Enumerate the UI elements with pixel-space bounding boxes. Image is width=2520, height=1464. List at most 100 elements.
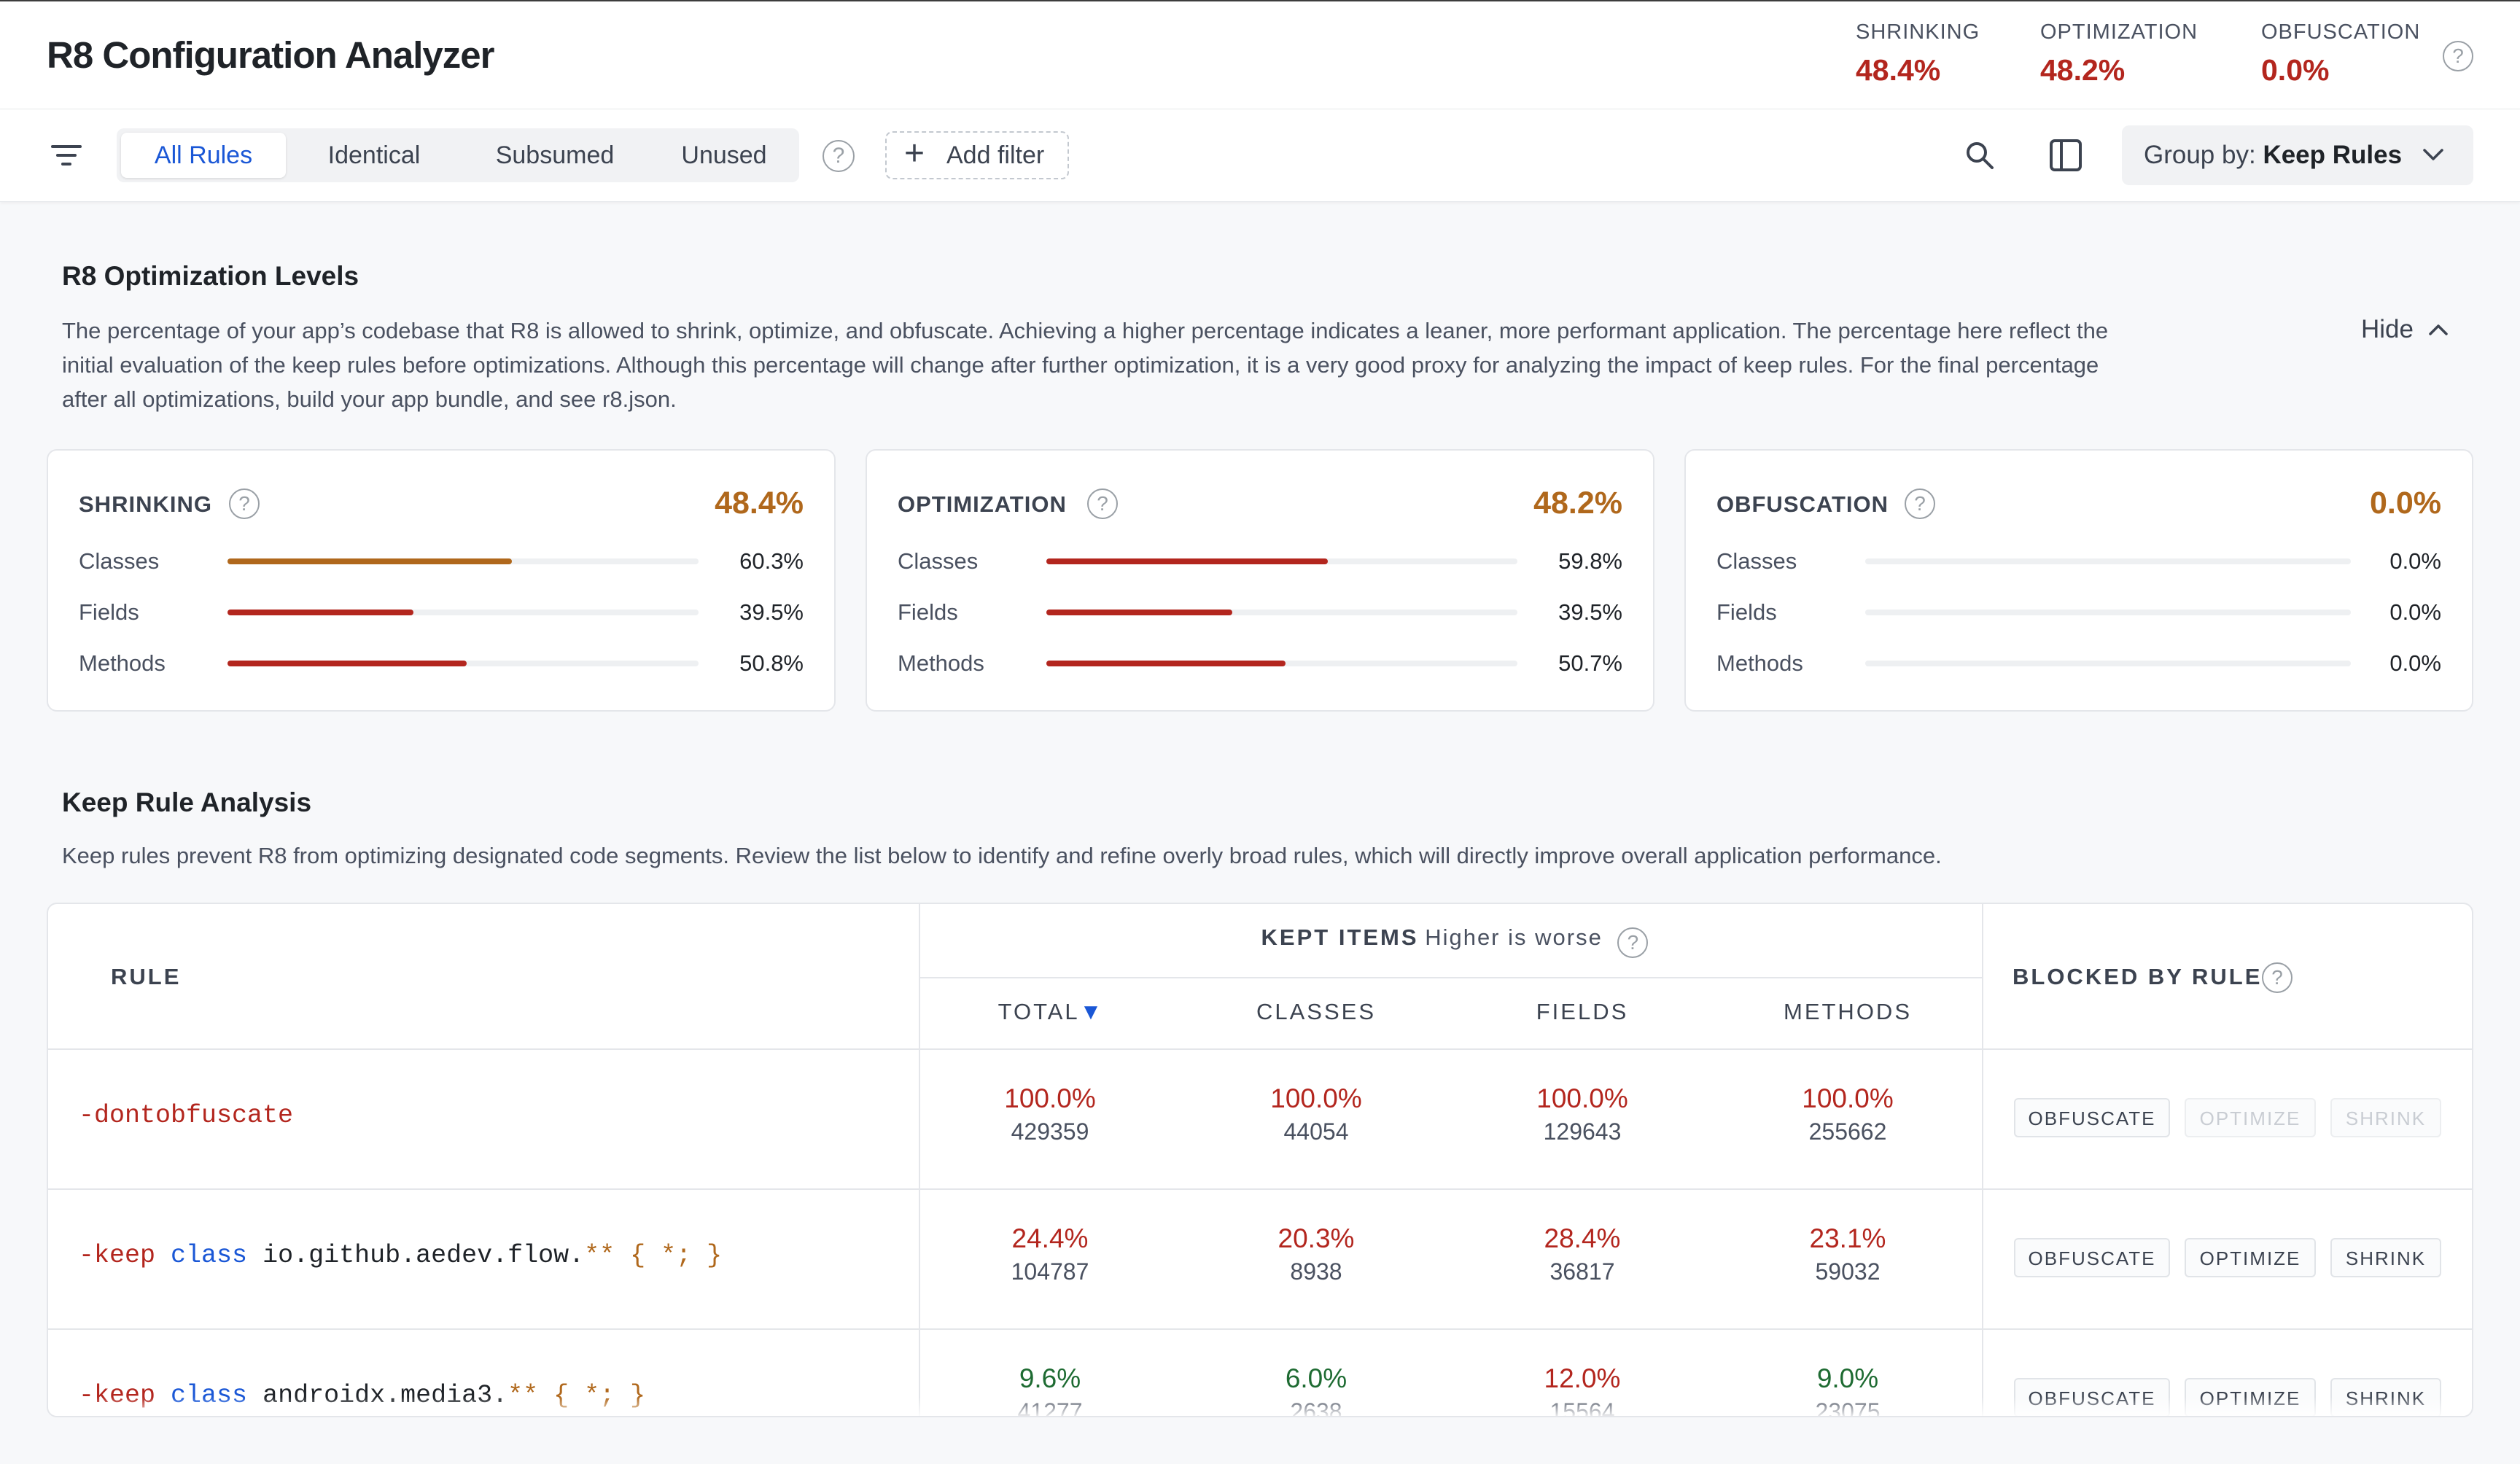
percent-value: 24.4%	[1011, 1223, 1089, 1253]
progress-fill	[1046, 558, 1329, 564]
filter-icon[interactable]	[50, 142, 83, 168]
percent-value: 20.3%	[1278, 1223, 1355, 1253]
percent-value: 100.0%	[1802, 1083, 1894, 1113]
help-icon[interactable]: ?	[1617, 927, 1649, 958]
sidebar-toggle-icon[interactable]	[2049, 139, 2082, 172]
row-label: Classes	[1716, 548, 1797, 574]
header-label: TOTAL	[998, 999, 1080, 1024]
row-label: Classes	[898, 548, 979, 574]
row-value: 39.5%	[739, 599, 804, 625]
fields-cell: 100.0% 129643	[1473, 1083, 1692, 1145]
rule-wildcard: ** { *; }	[584, 1241, 723, 1270]
row-value: 59.8%	[1558, 548, 1622, 574]
sort-desc-icon: ▼	[1079, 999, 1102, 1024]
card-total: 0.0%	[2369, 486, 2441, 521]
column-header-fields[interactable]: FIELDS	[1536, 999, 1629, 1024]
count-value: 429359	[1011, 1118, 1089, 1145]
hide-label: Hide	[2361, 315, 2414, 343]
header-stat-label: OPTIMIZATION	[2040, 20, 2198, 44]
group-by-value: Keep Rules	[2263, 141, 2403, 169]
percent-value: 9.6%	[1019, 1363, 1081, 1393]
row-divider	[48, 1188, 2472, 1190]
app-title: R8 Configuration Analyzer	[47, 34, 494, 76]
obfuscate-chip: OBFUSCATE	[2014, 1238, 2170, 1277]
progress-track	[228, 558, 699, 564]
progress-fill	[228, 661, 467, 666]
optimization-section-title: R8 Optimization Levels	[62, 261, 359, 291]
help-icon[interactable]: ?	[2443, 41, 2473, 71]
tab-identical[interactable]: Identical	[327, 141, 421, 169]
tab-all-rules[interactable]: All Rules	[121, 133, 286, 178]
obfuscation-card: OBFUSCATION ? 0.0% Classes 0.0% Fields 0…	[1684, 449, 2473, 712]
classes-cell: 20.3% 8938	[1207, 1223, 1426, 1285]
description-line: after all optimizations, build your app …	[62, 386, 677, 412]
search-icon[interactable]	[1964, 140, 1995, 171]
card-total: 48.4%	[715, 486, 804, 521]
row-value: 39.5%	[1558, 599, 1622, 625]
percent-value: 100.0%	[1270, 1083, 1362, 1113]
row-value: 50.7%	[1558, 650, 1622, 676]
column-header-methods[interactable]: METHODS	[1784, 999, 1912, 1024]
percent-value: 12.0%	[1544, 1363, 1621, 1393]
hide-button[interactable]: Hide	[2361, 315, 2449, 344]
app-header: R8 Configuration Analyzer SHRINKING 48.4…	[0, 0, 2520, 109]
keep-rules-section-title: Keep Rule Analysis	[62, 787, 312, 817]
description-line: initial evaluation of the keep rules bef…	[62, 352, 2099, 378]
progress-track	[228, 661, 699, 666]
add-filter-label: Add filter	[946, 141, 1045, 169]
column-header-classes[interactable]: CLASSES	[1256, 999, 1376, 1024]
row-value: 0.0%	[2389, 599, 2441, 625]
card-title: OBFUSCATION	[1716, 491, 1889, 517]
fields-cell: 28.4% 36817	[1473, 1223, 1692, 1285]
keep-rules-description: Keep rules prevent R8 from optimizing de…	[62, 843, 1942, 868]
methods-cell: 100.0% 255662	[1738, 1083, 1957, 1145]
card-title: OPTIMIZATION	[898, 491, 1067, 517]
column-divider	[919, 904, 920, 1416]
add-filter-button[interactable]: + Add filter	[885, 131, 1069, 179]
column-header-rule[interactable]: RULE	[111, 964, 182, 989]
shrink-chip: SHRINK	[2330, 1098, 2441, 1137]
percent-value: 23.1%	[1809, 1223, 1886, 1253]
help-icon[interactable]: ?	[1087, 488, 1118, 519]
shrink-chip: SHRINK	[2330, 1238, 2441, 1277]
classes-cell: 100.0% 44054	[1207, 1083, 1426, 1145]
scroll-fade	[48, 1397, 2472, 1416]
total-cell: 100.0% 429359	[941, 1083, 1159, 1145]
header-stat-value: 0.0%	[2261, 53, 2330, 87]
progress-fill	[228, 558, 512, 564]
tab-subsumed[interactable]: Subsumed	[495, 141, 615, 169]
count-value: 255662	[1808, 1118, 1887, 1145]
header-stat-obfuscation: OBFUSCATION 0.0%	[2261, 20, 2420, 87]
column-header-total[interactable]: TOTAL▼	[941, 999, 1159, 1025]
help-icon[interactable]: ?	[2262, 962, 2292, 993]
header-stat-label: OBFUSCATION	[2261, 20, 2421, 44]
rule-text: -keep class io.github.aedev.flow.** { *;…	[79, 1241, 722, 1270]
count-value: 36817	[1549, 1258, 1615, 1285]
percent-value: 100.0%	[1004, 1083, 1096, 1113]
help-icon[interactable]: ?	[229, 488, 260, 519]
help-icon[interactable]: ?	[1905, 488, 1935, 519]
description-line: The percentage of your app’s codebase th…	[62, 318, 2109, 343]
row-divider	[48, 1328, 2472, 1330]
count-value: 44054	[1283, 1118, 1349, 1145]
count-value: 59032	[1815, 1258, 1881, 1285]
group-by-label: Group by:	[2144, 141, 2256, 169]
optimize-chip: OPTIMIZE	[2185, 1098, 2316, 1137]
header-stat-value: 48.4%	[1856, 53, 1941, 87]
row-label: Methods	[898, 650, 984, 676]
row-label: Fields	[1716, 599, 1777, 625]
group-by-dropdown[interactable]: Group by: Keep Rules	[2122, 125, 2473, 185]
kept-items-header: KEPT ITEMS Higher is worse ?	[919, 923, 1982, 958]
progress-fill	[228, 610, 414, 615]
header-stat-optimization: OPTIMIZATION 48.2%	[2040, 20, 2198, 87]
card-total: 48.2%	[1533, 486, 1622, 521]
row-value: 50.8%	[739, 650, 804, 676]
help-icon[interactable]: ?	[822, 140, 855, 172]
tab-unused[interactable]: Unused	[681, 141, 767, 169]
percent-value: 9.0%	[1816, 1363, 1879, 1393]
header-stat-label: SHRINKING	[1856, 20, 1980, 44]
kept-items-label: KEPT ITEMS	[1261, 924, 1419, 950]
progress-track	[1865, 610, 2351, 615]
optimization-description: The percentage of your app’s codebase th…	[62, 314, 2352, 416]
count-value: 104787	[1011, 1258, 1089, 1285]
